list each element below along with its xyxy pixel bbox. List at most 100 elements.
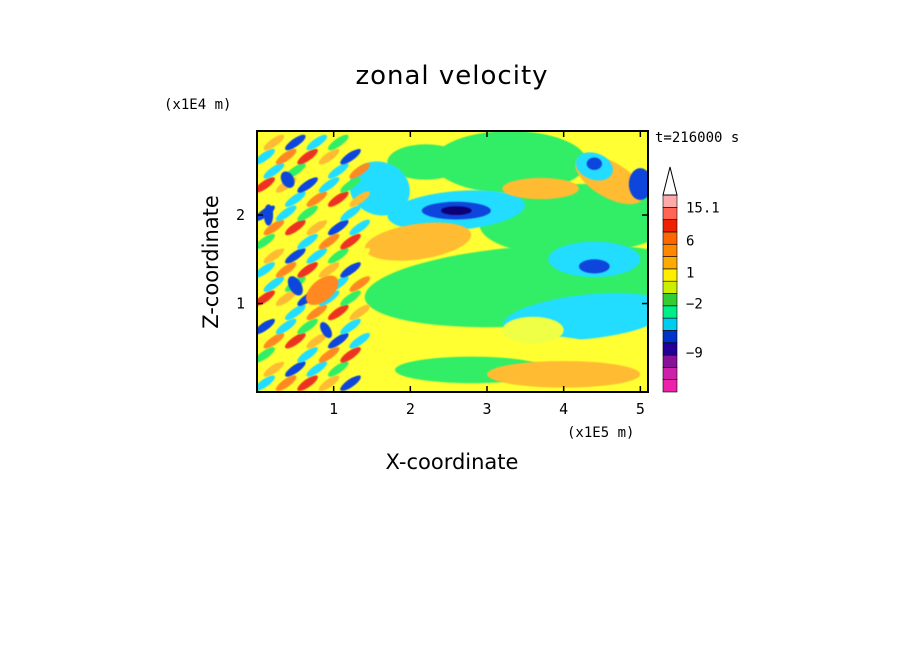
field-contour-patch bbox=[263, 204, 274, 226]
field-contour-patch bbox=[327, 332, 349, 349]
field-contour-patch bbox=[318, 205, 340, 222]
colorbar-tick-label: −2 bbox=[686, 296, 703, 312]
colorbar-level bbox=[662, 330, 678, 344]
field-contour-patch bbox=[441, 206, 472, 216]
field-contour-patch bbox=[340, 205, 361, 222]
colorbar-level bbox=[662, 231, 678, 245]
field-contour-patch bbox=[305, 275, 339, 306]
field-contour-patch bbox=[263, 304, 285, 321]
field-contour-patch bbox=[257, 375, 275, 391]
field-contour-patch bbox=[263, 134, 285, 151]
field-contour-patch bbox=[263, 361, 285, 377]
field-contour-patch bbox=[263, 163, 285, 179]
field-contour-patch bbox=[327, 163, 349, 179]
field-contour-patch bbox=[327, 247, 349, 264]
field-contour-patch bbox=[275, 262, 297, 278]
field-contour-patch bbox=[306, 304, 328, 321]
field-contour-patch bbox=[263, 332, 285, 349]
field-contour-patch bbox=[263, 247, 285, 264]
colorbar-level bbox=[662, 256, 678, 270]
field-contour-patch bbox=[297, 148, 318, 165]
x-axis-label: X-coordinate bbox=[386, 450, 519, 474]
colorbar-level bbox=[662, 317, 678, 331]
field-contour-patch bbox=[340, 375, 361, 391]
field-contour-patch bbox=[275, 233, 297, 250]
colorbar-level bbox=[662, 243, 678, 257]
field-contour-patch bbox=[364, 222, 472, 261]
field-contour-patch bbox=[340, 177, 361, 193]
field-contour-patch bbox=[502, 316, 564, 344]
colorbar-tick-label: −9 bbox=[686, 346, 703, 362]
y-axis: 12 bbox=[236, 206, 648, 313]
field-contour-patch bbox=[579, 259, 610, 274]
colorbar-arrow bbox=[662, 166, 678, 196]
colorbar-level bbox=[662, 379, 678, 393]
field-contour-patch bbox=[320, 322, 332, 339]
field-contour-patch bbox=[340, 233, 361, 250]
field-contour-patch bbox=[306, 163, 328, 179]
field-contour-patch bbox=[349, 191, 371, 207]
field-contour-patch bbox=[318, 347, 340, 363]
plot-frame bbox=[256, 130, 649, 393]
field-contour-patch bbox=[327, 304, 349, 321]
field-contour-patch bbox=[327, 361, 349, 377]
field-contour-patch bbox=[349, 161, 410, 216]
field-contour-patch bbox=[257, 233, 275, 250]
field-contour-patch bbox=[349, 276, 371, 292]
field-contour-patch bbox=[318, 177, 340, 193]
colorbar-level bbox=[662, 305, 678, 319]
field-contour-patch bbox=[586, 157, 602, 170]
colorbar-level bbox=[662, 268, 678, 282]
field-contour-patch bbox=[285, 361, 306, 377]
field-contour-patch bbox=[327, 219, 349, 236]
field-contour-patch bbox=[349, 361, 371, 377]
colorbar-tick-label: 15.1 bbox=[686, 200, 720, 216]
field-contour-patch bbox=[318, 148, 340, 165]
field-contour-patch bbox=[349, 134, 371, 151]
field-contour-patch bbox=[287, 276, 303, 296]
colorbar-level bbox=[662, 207, 678, 220]
field-contour-patch bbox=[285, 219, 306, 236]
field-contour-patch bbox=[257, 177, 275, 193]
field-contour-patch bbox=[257, 318, 275, 335]
field-contour-patch bbox=[297, 205, 318, 222]
field-contour-patch bbox=[285, 191, 306, 207]
field-contour-patch bbox=[263, 276, 285, 292]
field-contour-patch bbox=[340, 262, 361, 278]
field-contour-patch bbox=[297, 177, 318, 193]
colorbar-level bbox=[662, 194, 678, 208]
field-contour-patch bbox=[327, 134, 349, 151]
x-tick-label: 3 bbox=[482, 400, 491, 418]
x-tick-label: 2 bbox=[406, 400, 415, 418]
field-contour-patch bbox=[297, 233, 318, 250]
field-contour-patch bbox=[257, 347, 275, 363]
field-contour-patch bbox=[306, 361, 328, 377]
field-contour-patch bbox=[275, 347, 297, 363]
colorbar-tick-label: 1 bbox=[686, 266, 694, 282]
field-contour-patch bbox=[306, 247, 328, 264]
field-contour-patch bbox=[318, 233, 340, 250]
field-contour-patch bbox=[327, 191, 349, 207]
field-contour-patch bbox=[318, 262, 340, 278]
field-contour-patch bbox=[257, 290, 275, 306]
field-contour-patch bbox=[502, 177, 579, 200]
field-contour-patch bbox=[257, 148, 275, 165]
field-contour-patch bbox=[297, 347, 318, 363]
colorbar-tick-label: 6 bbox=[686, 234, 694, 250]
field-contour-patch bbox=[285, 247, 306, 264]
field-contour-patch bbox=[297, 318, 318, 335]
field-contour-patch bbox=[263, 219, 285, 236]
field-contour-patch bbox=[487, 361, 641, 388]
colorbar-level bbox=[662, 354, 678, 368]
field-contour-patch bbox=[340, 318, 361, 335]
field-contour-patch bbox=[263, 191, 285, 207]
field-contour-patch bbox=[275, 375, 297, 391]
colorbar-level bbox=[662, 293, 678, 307]
field-contour-patch bbox=[306, 134, 328, 151]
field-contour-patch bbox=[349, 332, 371, 349]
colorbar-level bbox=[662, 219, 678, 233]
field-contour-patch bbox=[349, 247, 371, 264]
field-contour-patch bbox=[275, 148, 297, 165]
x-axis: 1 2 3 4 5 bbox=[329, 131, 645, 418]
